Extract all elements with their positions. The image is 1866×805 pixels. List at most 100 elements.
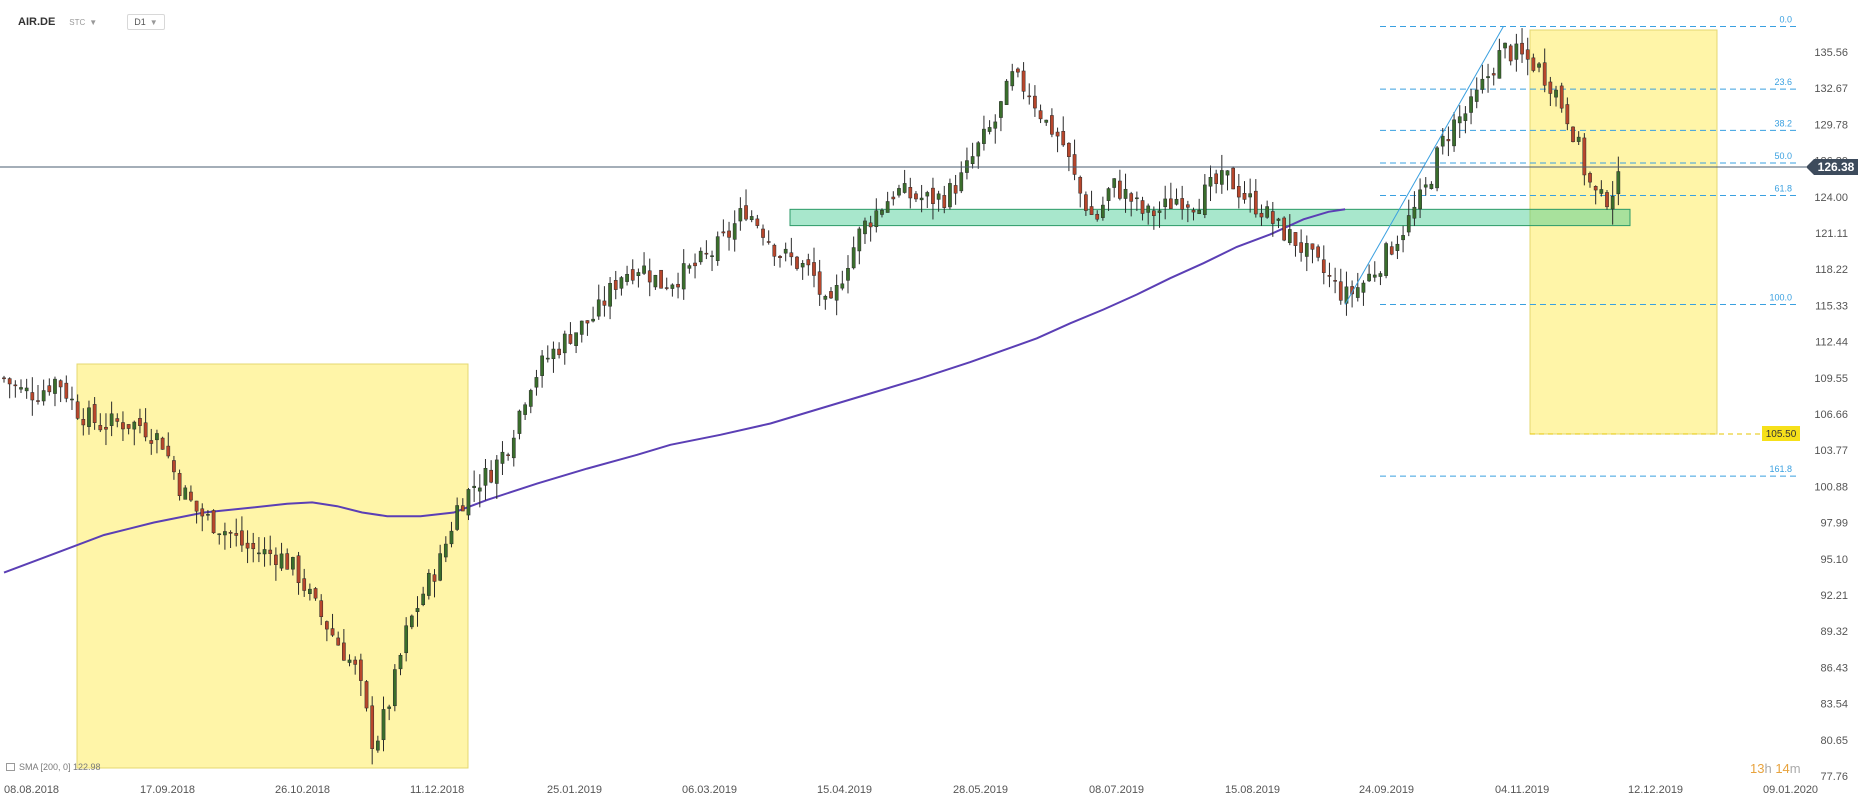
y-tick-label: 132.67 — [1814, 83, 1848, 95]
candle-body — [1327, 275, 1332, 277]
candle-body — [902, 183, 907, 193]
candle-body — [381, 709, 386, 741]
candle-body — [880, 209, 884, 215]
fib-label-161-8: 161.8 — [1769, 464, 1792, 474]
symbol-dropdown-icon[interactable]: ▼ — [89, 17, 98, 27]
candle-body — [308, 588, 312, 594]
candle-body — [1469, 96, 1473, 113]
candle-body — [1038, 110, 1043, 120]
candle-body — [87, 407, 91, 427]
candle-body — [772, 244, 777, 257]
x-tick-label: 08.08.2018 — [4, 784, 59, 796]
candle-body — [914, 193, 918, 200]
candle-body — [1514, 43, 1519, 60]
candle-body — [291, 557, 295, 570]
candle-body — [166, 445, 171, 457]
candle-body — [681, 263, 686, 290]
candle-body — [81, 419, 86, 426]
y-tick-label: 135.56 — [1814, 47, 1848, 59]
candle-body — [330, 628, 335, 636]
candle-body — [1440, 135, 1445, 147]
candle-body — [155, 433, 159, 441]
highlight-box-2019 — [1529, 29, 1718, 435]
candle-body — [1163, 198, 1168, 208]
candle-body — [1401, 235, 1405, 241]
candle-body — [1384, 243, 1388, 276]
fib-label-50-0: 50.0 — [1774, 151, 1792, 161]
x-tick-label: 15.04.2019 — [817, 784, 872, 796]
candle-countdown: 13h 14m — [1750, 761, 1801, 776]
candle-body — [1129, 193, 1134, 202]
candle-body — [1123, 188, 1128, 199]
candle-body — [1169, 198, 1173, 209]
y-tick-label: 89.32 — [1820, 626, 1848, 638]
candle-body — [834, 285, 839, 301]
candle-body — [1276, 218, 1281, 221]
symbol-name[interactable]: AIR.DE — [18, 16, 56, 28]
candle-body — [1050, 115, 1054, 135]
candle-body — [506, 454, 510, 456]
candle-body — [659, 269, 663, 289]
x-tick-label: 28.05.2019 — [953, 784, 1008, 796]
candle-body — [1372, 274, 1377, 278]
candle-body — [948, 183, 952, 208]
candle-body — [274, 554, 278, 565]
candle-body — [551, 348, 556, 360]
candle-body — [919, 197, 924, 201]
indicator-legend-text: SMA [200, 0] 122.98 — [19, 762, 101, 772]
y-tick-label: 129.78 — [1814, 119, 1848, 131]
candle-body — [868, 222, 873, 228]
candle-body — [438, 553, 443, 581]
candle-body — [528, 390, 533, 407]
candle-body — [160, 437, 165, 450]
candle-body — [761, 228, 765, 238]
candle-body — [1202, 184, 1207, 215]
candle-body — [75, 401, 80, 419]
candle-body — [234, 533, 239, 536]
candle-body — [1412, 206, 1417, 219]
candle-body — [421, 593, 426, 606]
candle-body — [296, 555, 301, 584]
candle-body — [585, 320, 590, 324]
candle-body — [953, 185, 958, 194]
timeframe-select[interactable]: D1 ▼ — [127, 14, 165, 30]
candle-body — [1554, 89, 1558, 98]
candle-body — [755, 218, 760, 226]
indicator-legend[interactable]: SMA [200, 0] 122.98 — [6, 762, 101, 772]
candle-body — [240, 530, 244, 546]
target-label: 105.50 — [1766, 429, 1797, 440]
candle-body — [194, 500, 199, 512]
candle-body — [1016, 68, 1020, 73]
candle-body — [143, 422, 148, 438]
countdown-h-unit: h — [1764, 761, 1772, 776]
candle-body — [1582, 137, 1587, 176]
candle-body — [251, 543, 256, 550]
candle-body — [817, 271, 822, 295]
candle-body — [1355, 287, 1360, 298]
y-tick-label: 80.65 — [1820, 735, 1848, 747]
candle-body — [370, 705, 375, 749]
candle-body — [36, 400, 40, 402]
candle-body — [653, 274, 658, 288]
timeframe-value: D1 — [134, 17, 146, 27]
candle-body — [557, 348, 561, 356]
candle-body — [217, 533, 222, 536]
candle-body — [789, 252, 794, 258]
candle-body — [863, 220, 867, 235]
candle-body — [1344, 286, 1349, 304]
candle-body — [364, 681, 369, 709]
candle-body — [608, 283, 612, 307]
candle-body — [982, 128, 986, 144]
candle-body — [1520, 42, 1524, 55]
candle-body — [1378, 273, 1383, 277]
candle-body — [812, 262, 816, 276]
indicator-settings-icon[interactable] — [6, 763, 15, 771]
candle-body — [1248, 193, 1253, 198]
candle-body — [30, 392, 35, 401]
candle-body — [1231, 167, 1236, 190]
candle-body — [693, 262, 697, 267]
candle-body — [1282, 217, 1286, 241]
candle-body — [375, 740, 380, 751]
candle-body — [1576, 136, 1581, 142]
